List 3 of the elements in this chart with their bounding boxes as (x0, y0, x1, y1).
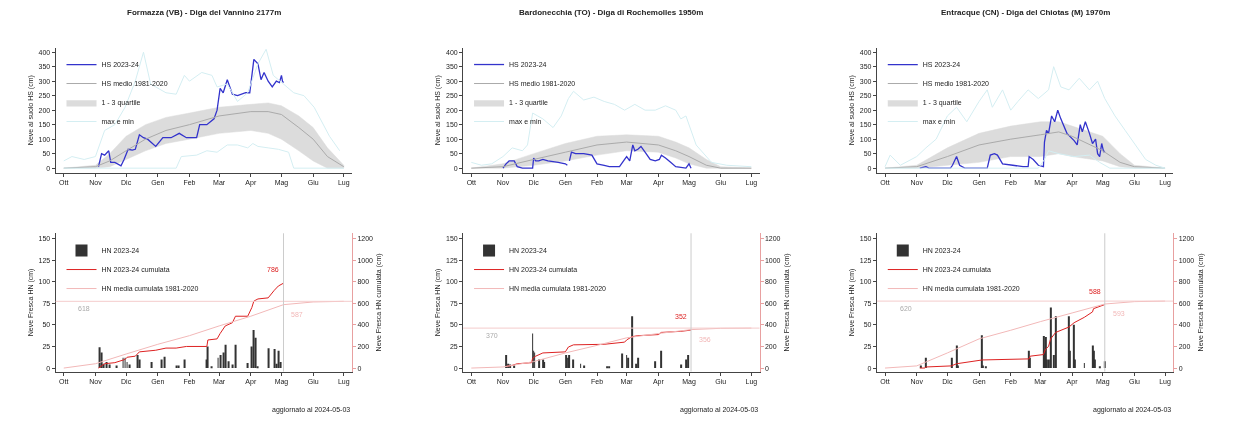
chart-title: Entracque (CN) - Diga del Chiotas (M) 1970m (941, 8, 1111, 17)
chart-title: Formazza (VB) - Diga del Vannino 2177m (127, 8, 282, 17)
chart-title: Bardonecchia (TO) - Diga di Rochemolles 1950m (519, 8, 704, 17)
